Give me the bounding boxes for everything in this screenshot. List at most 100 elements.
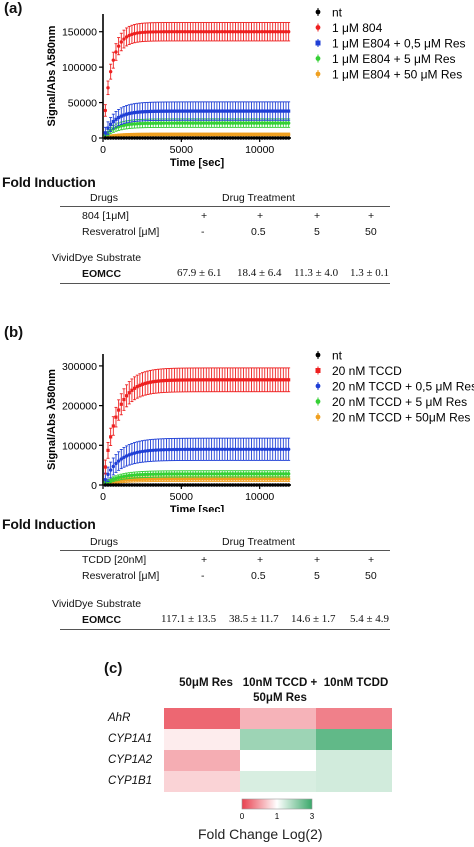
data-point <box>116 133 121 138</box>
data-point <box>132 31 137 36</box>
data-point <box>201 136 206 140</box>
series-1 <box>103 367 291 475</box>
data-point <box>265 477 270 481</box>
data-point <box>204 447 208 451</box>
data-point <box>199 477 203 481</box>
heatmap-col-header-3: 10nM TCDD <box>316 676 396 691</box>
data-point <box>252 483 256 487</box>
data-point <box>233 477 238 481</box>
data-point <box>186 132 190 137</box>
data-point <box>236 30 240 34</box>
data-point <box>228 121 232 125</box>
data-point <box>215 132 219 137</box>
heatmap-cell <box>164 708 240 729</box>
data-point <box>162 379 166 383</box>
data-point <box>249 483 254 487</box>
data-point <box>247 447 251 451</box>
col-header-line: 50μM Res <box>253 692 307 704</box>
panel-a-chart: 0 50000 100000 150000 0 5000 10000 Time [sec] Si… <box>46 6 466 170</box>
data-point <box>284 447 288 451</box>
data-point <box>209 121 214 125</box>
y-axis-label: Signal/Abs λ580nm <box>46 369 58 470</box>
data-point <box>178 121 182 125</box>
data-point <box>156 472 161 476</box>
data-point <box>188 472 193 476</box>
data-point <box>271 136 275 140</box>
heatmap-cell <box>240 750 316 771</box>
data-point <box>127 483 131 487</box>
data-point <box>281 109 285 113</box>
data-point <box>122 133 126 137</box>
data-point <box>281 121 286 125</box>
data-point <box>249 378 254 382</box>
data-point <box>178 132 182 137</box>
eomcc-cell-3: 14.6 ± 1.7 <box>291 613 336 625</box>
series-2 <box>103 437 291 487</box>
data-point <box>204 477 208 481</box>
drug-row-cell-2: + <box>257 210 264 222</box>
resveratrol-cell-2: 0.5 <box>251 570 266 582</box>
data-point <box>236 132 240 137</box>
data-point <box>143 477 147 482</box>
data-point <box>210 378 214 382</box>
data-point <box>191 136 195 140</box>
data-point <box>188 378 192 382</box>
data-point <box>194 109 198 113</box>
data-point <box>273 483 278 487</box>
data-point <box>116 44 121 48</box>
data-point <box>223 378 227 382</box>
data-point <box>172 30 177 34</box>
data-point <box>154 132 158 137</box>
data-point <box>209 483 214 487</box>
data-point <box>114 133 118 138</box>
data-point <box>263 477 267 481</box>
data-point <box>228 483 232 487</box>
data-point <box>199 472 203 476</box>
data-point <box>284 472 288 476</box>
resveratrol-cell-3: 5 <box>314 226 320 238</box>
x-axis-label: Time [sec] <box>170 157 225 169</box>
data-point <box>132 451 137 455</box>
data-point <box>191 109 195 113</box>
data-point <box>241 447 246 451</box>
data-point <box>156 136 161 140</box>
data-point <box>276 477 280 481</box>
data-point <box>239 378 243 382</box>
data-point <box>236 121 240 125</box>
data-point <box>207 378 211 382</box>
data-point <box>255 109 259 113</box>
data-point <box>138 30 142 35</box>
data-point <box>263 472 267 476</box>
data-point <box>193 136 198 140</box>
data-point <box>119 133 123 137</box>
data-point <box>268 136 272 140</box>
data-point <box>106 86 110 90</box>
data-point <box>154 379 158 383</box>
data-point <box>252 136 256 140</box>
data-point <box>172 136 177 140</box>
data-point <box>127 111 131 116</box>
data-point <box>180 109 184 113</box>
data-point <box>236 483 240 487</box>
data-point <box>241 121 246 125</box>
data-point <box>239 109 243 113</box>
data-point <box>124 454 129 458</box>
data-point <box>252 378 256 382</box>
heatmap-cell <box>240 708 316 729</box>
data-point <box>180 121 185 125</box>
data-point <box>265 30 270 34</box>
data-point <box>199 132 203 137</box>
data-point <box>196 30 201 34</box>
data-point <box>249 447 254 451</box>
data-point <box>159 483 163 487</box>
data-point <box>204 472 208 476</box>
data-point <box>140 110 145 114</box>
colorbar-tick-label: 0 <box>240 812 245 821</box>
heatmap-cell <box>316 708 392 729</box>
data-point <box>125 394 129 398</box>
data-point <box>143 132 147 137</box>
heatmap-row-label-ahr: AhR <box>108 712 131 724</box>
data-point <box>204 378 208 382</box>
drug-row-cell-4: + <box>368 210 375 222</box>
data-point <box>212 109 216 113</box>
